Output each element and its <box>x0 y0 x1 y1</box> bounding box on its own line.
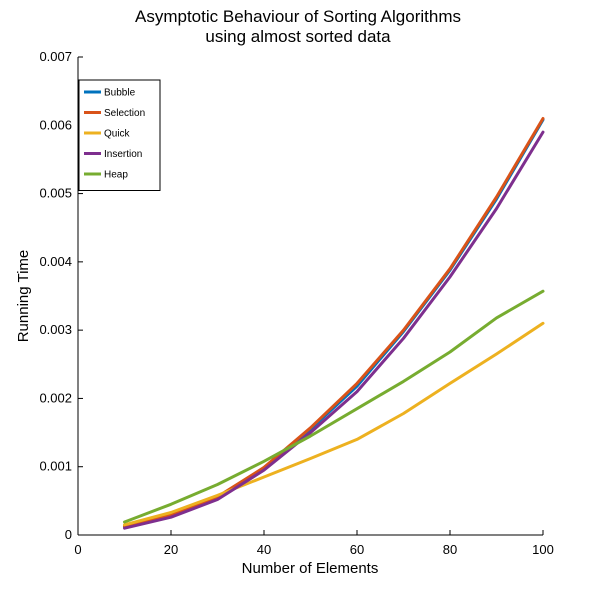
x-tick-label: 20 <box>164 542 178 557</box>
series-line-selection <box>123 117 545 528</box>
legend-box <box>78 79 161 191</box>
x-axis-label: Number of Elements <box>242 560 379 577</box>
chart-title-line-2: using almost sorted data <box>205 27 391 46</box>
x-tick-label: 80 <box>443 542 457 557</box>
y-tick-label: 0.007 <box>39 49 72 64</box>
y-tick-label: 0.002 <box>39 390 72 405</box>
y-tick-label: 0.004 <box>39 254 72 269</box>
chart-title-line-1: Asymptotic Behaviour of Sorting Algorith… <box>135 7 461 26</box>
legend: Bubble Selection Quick Insertion Heap <box>78 79 161 191</box>
y-tick-label: 0.006 <box>39 117 72 132</box>
y-tick-label: 0.003 <box>39 322 72 337</box>
y-axis-label: Running Time <box>15 250 32 343</box>
x-tick-label: 40 <box>257 542 271 557</box>
x-tick-label: 0 <box>74 542 81 557</box>
y-tick-label: 0.005 <box>39 186 72 201</box>
series-line-heap <box>123 289 545 524</box>
series-line-quick <box>123 321 545 527</box>
y-tick-label: 0.001 <box>39 459 72 474</box>
legend-label-bubble: Bubble <box>104 88 136 99</box>
x-tick-label: 100 <box>532 542 554 557</box>
legend-label-heap: Heap <box>104 170 128 181</box>
y-tick-label: 0 <box>65 527 72 542</box>
x-tick-label: 60 <box>350 542 364 557</box>
legend-label-insertion: Insertion <box>104 149 142 160</box>
legend-label-quick: Quick <box>104 129 131 140</box>
series-group <box>123 117 545 530</box>
legend-label-selection: Selection <box>104 108 145 119</box>
series-line-insertion <box>123 130 545 530</box>
axes-group: 0 20 40 60 80 100 0 0.001 0.002 0.003 0.004 0.005 0.… <box>39 49 553 557</box>
